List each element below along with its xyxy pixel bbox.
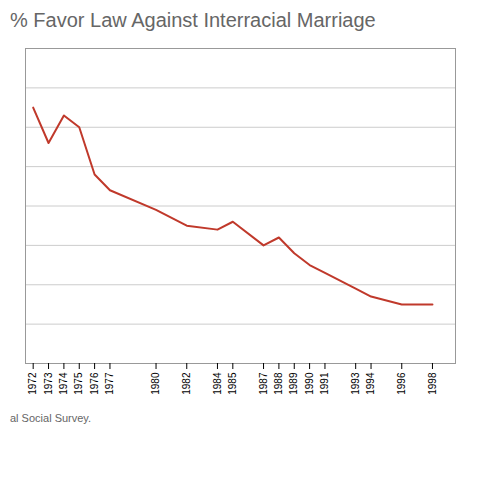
html-text:% Favor Law Against Interracia: % Favor Law Against Interracial Marriage xyxy=(10,9,376,31)
svg-text:1994: 1994 xyxy=(365,372,376,395)
svg-text:1998: 1998 xyxy=(427,372,438,395)
svg-text:1984: 1984 xyxy=(212,372,223,395)
svg-text:1973: 1973 xyxy=(43,372,54,395)
svg-text:1991: 1991 xyxy=(319,372,330,395)
svg-text:1990: 1990 xyxy=(304,372,315,395)
svg-text:1980: 1980 xyxy=(150,372,161,395)
svg-text:1975: 1975 xyxy=(73,372,84,395)
svg-text:1996: 1996 xyxy=(396,372,407,395)
svg-text:1987: 1987 xyxy=(258,372,269,395)
svg-text:1993: 1993 xyxy=(350,372,361,395)
svg-text:1982: 1982 xyxy=(181,372,192,395)
html-text:al Social Survey.: al Social Survey. xyxy=(10,412,92,424)
svg-text:1985: 1985 xyxy=(227,372,238,395)
svg-text:1989: 1989 xyxy=(288,372,299,395)
svg-text:1974: 1974 xyxy=(58,372,69,395)
svg-text:1988: 1988 xyxy=(273,372,284,395)
svg-text:1976: 1976 xyxy=(89,372,100,395)
svg-text:1972: 1972 xyxy=(27,372,38,395)
svg-text:1977: 1977 xyxy=(104,372,115,395)
